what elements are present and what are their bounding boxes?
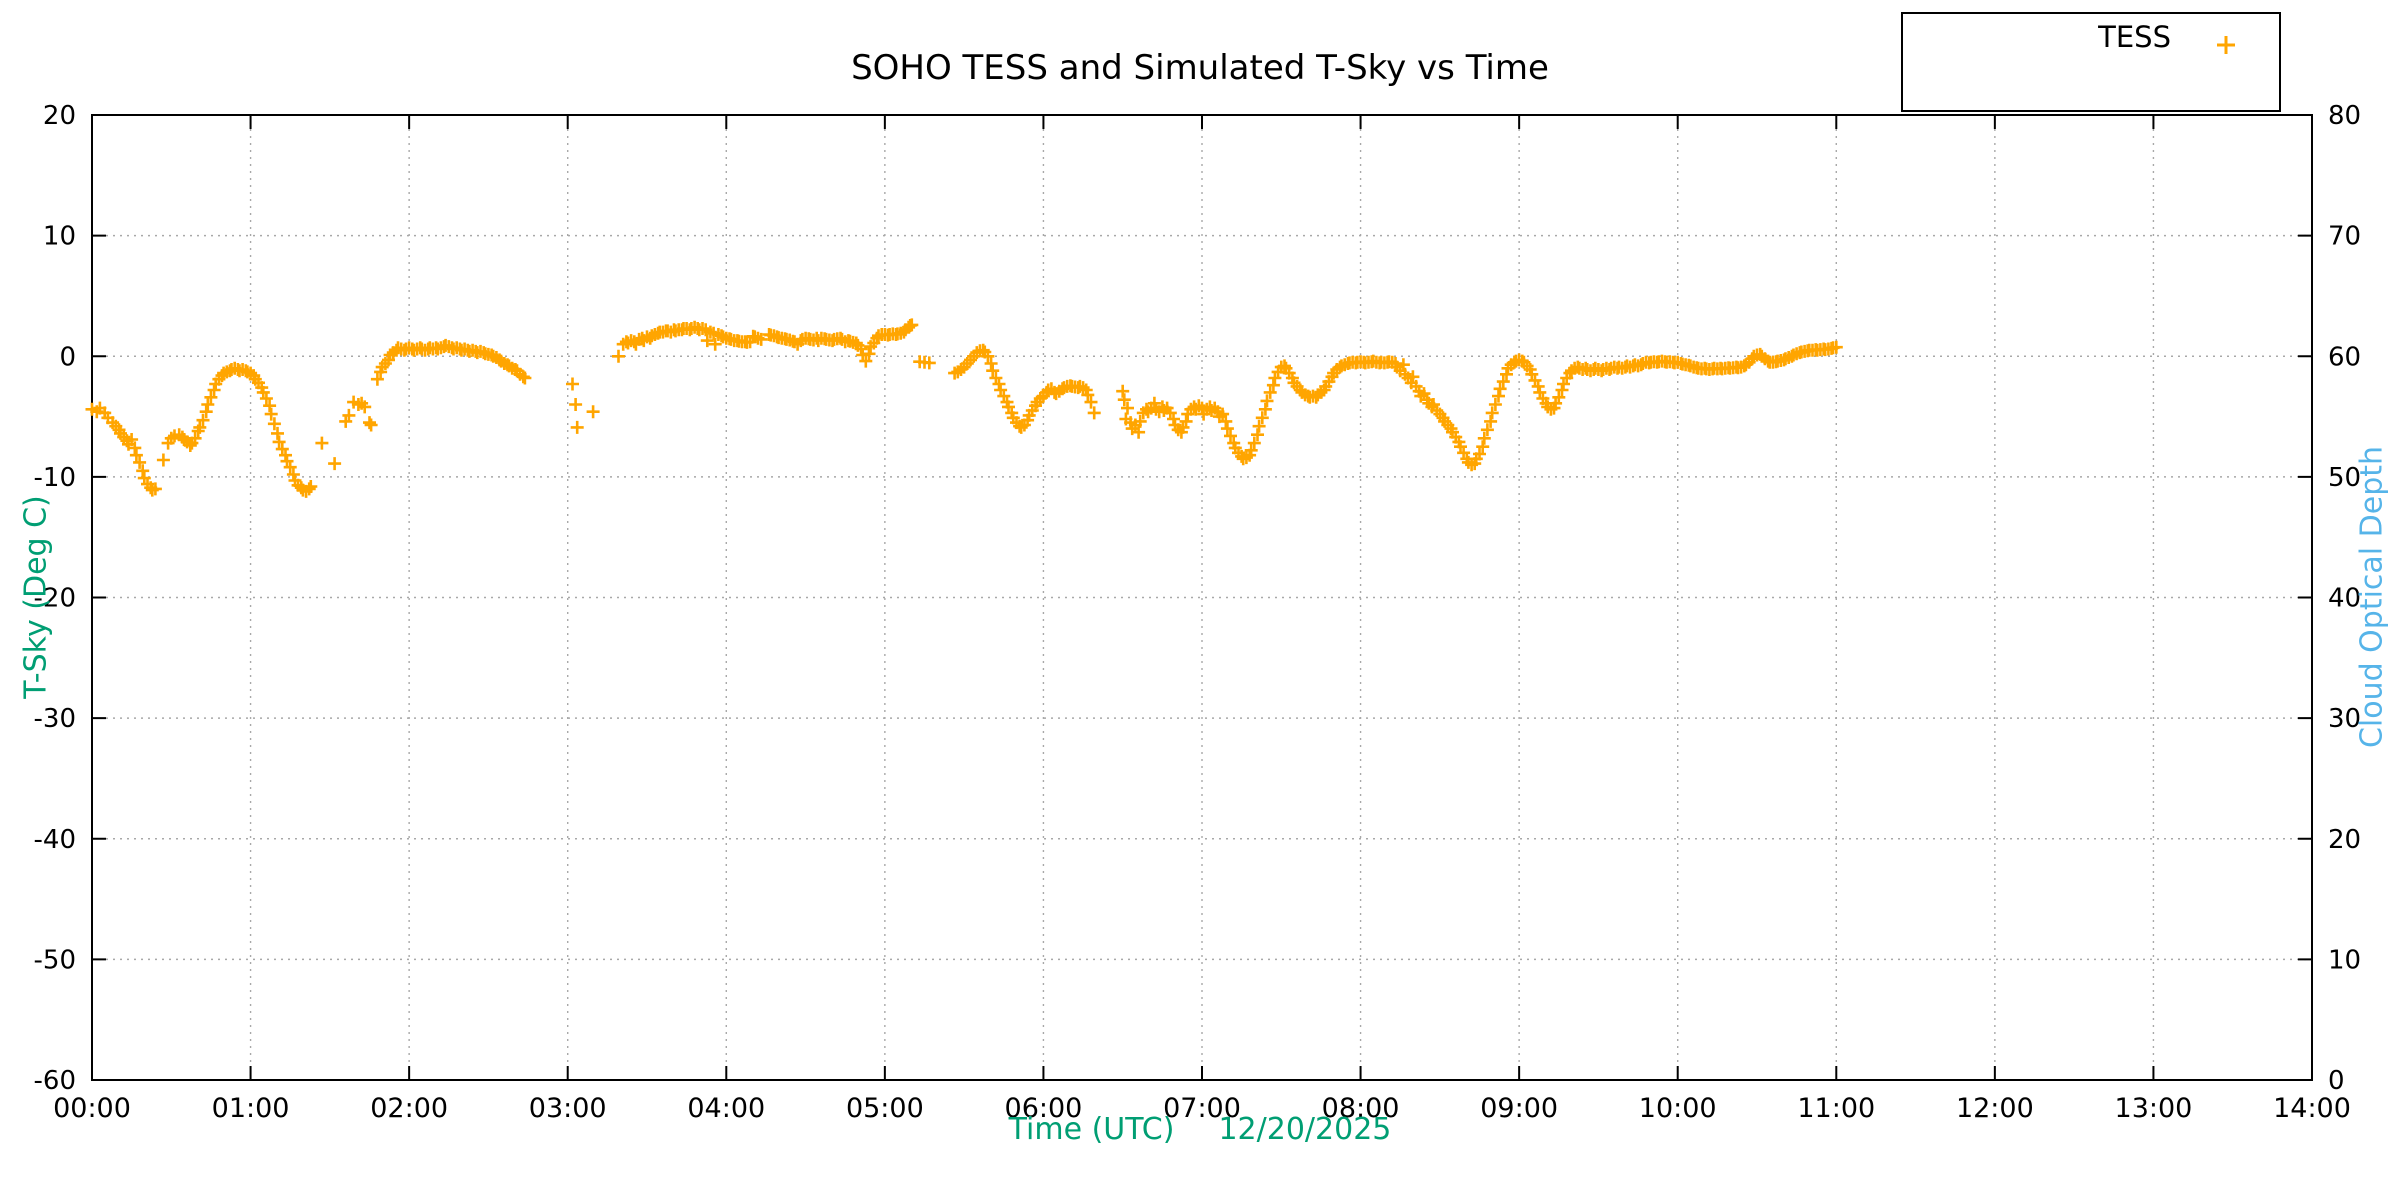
right-axis-title: Cloud Optical Depth	[2354, 445, 2390, 749]
svg-text:10:00: 10:00	[1639, 1093, 1717, 1124]
svg-text:70: 70	[2328, 222, 2361, 252]
svg-text:09:00: 09:00	[1480, 1093, 1558, 1124]
svg-text:-10: -10	[34, 463, 76, 493]
left-axis-title: T-Sky (Deg C)	[18, 495, 54, 699]
svg-text:10: 10	[2328, 945, 2361, 975]
x-axis-label: Time (UTC)	[1008, 1112, 1175, 1147]
x-axis-title: Time (UTC) 12/20/2025	[0, 1112, 2400, 1147]
svg-text:-40: -40	[34, 825, 76, 855]
svg-text:60: 60	[2328, 342, 2361, 372]
svg-text:-20: -20	[34, 584, 76, 614]
svg-text:08:00: 08:00	[1322, 1093, 1400, 1124]
svg-text:04:00: 04:00	[687, 1093, 765, 1124]
svg-text:20: 20	[43, 101, 76, 131]
svg-text:0: 0	[59, 342, 76, 372]
legend-box: TESS	[1901, 12, 2281, 112]
svg-text:50: 50	[2328, 463, 2361, 493]
svg-text:01:00: 01:00	[212, 1093, 290, 1124]
svg-text:13:00: 13:00	[2115, 1093, 2193, 1124]
svg-text:20: 20	[2328, 825, 2361, 855]
svg-text:30: 30	[2328, 704, 2361, 734]
svg-text:07:00: 07:00	[1163, 1093, 1241, 1124]
plus-marker-icon	[2217, 36, 2235, 54]
svg-text:80: 80	[2328, 101, 2361, 131]
svg-text:10: 10	[43, 222, 76, 252]
svg-text:05:00: 05:00	[846, 1093, 924, 1124]
svg-text:0: 0	[2328, 1066, 2345, 1096]
svg-text:-60: -60	[34, 1066, 76, 1096]
chart-title: SOHO TESS and Simulated T-Sky vs Time	[851, 48, 1549, 88]
svg-text:14:00: 14:00	[2273, 1093, 2351, 1124]
legend-entry-label: TESS	[2098, 20, 2171, 54]
svg-text:00:00: 00:00	[53, 1093, 131, 1124]
svg-text:06:00: 06:00	[1005, 1093, 1083, 1124]
svg-text:12:00: 12:00	[1956, 1093, 2034, 1124]
x-axis-date: 12/20/2025	[1218, 1112, 1392, 1147]
svg-text:-50: -50	[34, 945, 76, 975]
svg-text:11:00: 11:00	[1797, 1093, 1875, 1124]
svg-text:40: 40	[2328, 584, 2361, 614]
svg-text:02:00: 02:00	[370, 1093, 448, 1124]
svg-text:03:00: 03:00	[529, 1093, 607, 1124]
svg-text:-30: -30	[34, 704, 76, 734]
